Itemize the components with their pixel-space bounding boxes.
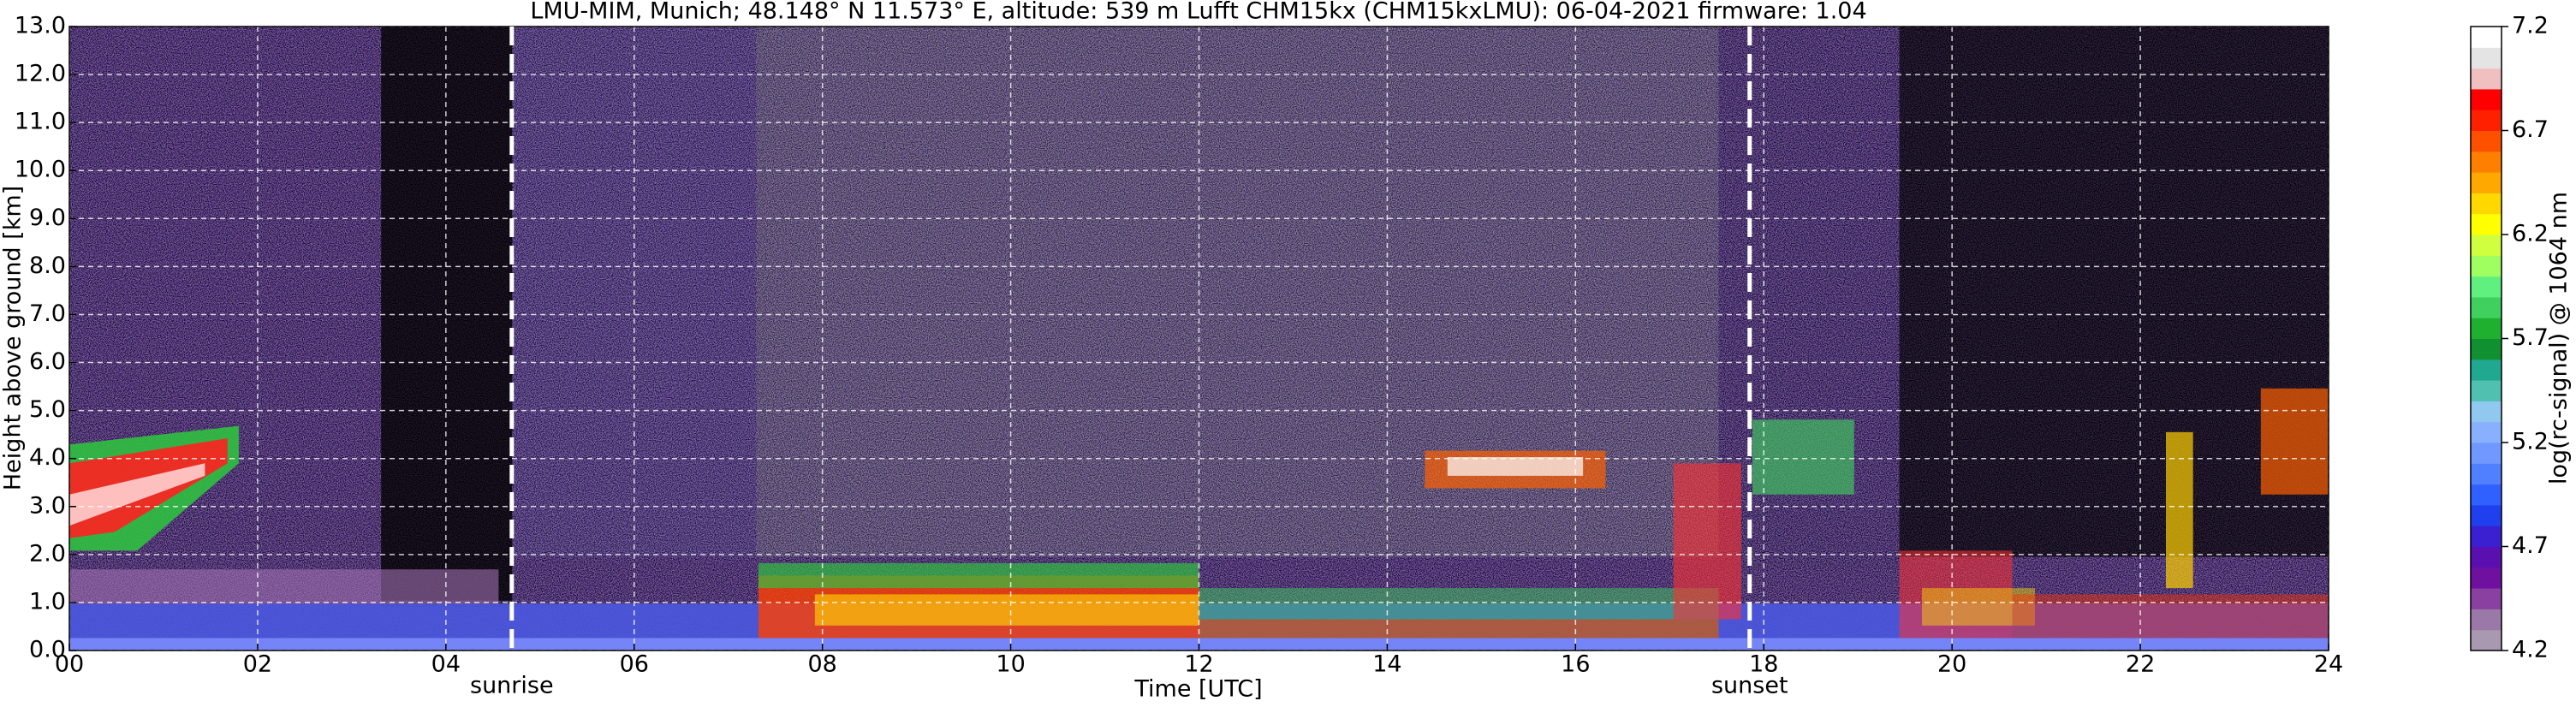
colorbar-tick-label: 5.2 (2512, 429, 2549, 455)
colorbar-segment (2471, 296, 2502, 318)
colorbar-segment (2471, 151, 2502, 173)
colorbar-tick-label: 5.7 (2512, 324, 2549, 351)
colorbar-segment (2471, 88, 2502, 110)
signal-region (1673, 463, 1741, 620)
colorbar-segment (2471, 318, 2502, 339)
y-tick-label: 3.0 (29, 492, 66, 519)
x-tick-label: 24 (2314, 651, 2343, 678)
y-axis-label: Height above ground [km] (0, 186, 27, 490)
y-tick-label: 5.0 (29, 396, 66, 423)
colorbar-segment (2471, 338, 2502, 360)
colorbar-segment (2471, 276, 2502, 298)
signal-region (1752, 419, 1854, 495)
colorbar-segment (2471, 235, 2502, 256)
y-tick-label: 0.0 (29, 637, 66, 663)
x-tick-label: 18 (1749, 651, 1778, 678)
y-tick-label: 12.0 (15, 61, 66, 87)
colorbar-segment (2471, 380, 2502, 401)
colorbar-segment (2471, 68, 2502, 90)
signal-region (1899, 550, 2013, 639)
colorbar-segment (2471, 567, 2502, 589)
colorbar-tick-label: 4.7 (2512, 532, 2549, 559)
colorbar-segment (2471, 110, 2502, 131)
x-tick-label: 08 (807, 651, 836, 678)
colorbar-segment (2471, 484, 2502, 506)
colorbar-segment (2471, 359, 2502, 381)
signal-region (69, 463, 205, 526)
y-tick-label: 9.0 (29, 205, 66, 231)
signal-region (1447, 457, 1584, 476)
signal-region (2012, 594, 2329, 639)
signal-region (69, 569, 499, 604)
y-tick-label: 13.0 (15, 13, 66, 39)
colorbar-segment (2471, 213, 2502, 235)
colorbar-tick-label: 7.2 (2512, 13, 2549, 39)
signal-region (2260, 388, 2329, 495)
x-tick-label: 14 (1372, 651, 1401, 678)
colorbar-segment (2471, 629, 2502, 651)
x-tick-label: 06 (620, 651, 649, 678)
x-tick-label: 02 (243, 651, 272, 678)
x-tick-label: 16 (1561, 651, 1590, 678)
colorbar-segment (2471, 504, 2502, 526)
x-tick-label: 04 (431, 651, 461, 678)
colorbar-segment (2471, 546, 2502, 568)
x-tick-label: 22 (2126, 651, 2155, 678)
y-tick-label: 11.0 (15, 109, 66, 135)
x-axis-label: Time [UTC] (1133, 676, 1262, 703)
x-tick-label: 10 (996, 651, 1025, 678)
colorbar-segment (2471, 255, 2502, 277)
colorbar-segment (2471, 526, 2502, 547)
colorbar-segment (2471, 443, 2502, 464)
colorbar-segment (2471, 421, 2502, 443)
y-tick-label: 4.0 (29, 444, 66, 471)
colorbar-segment (2471, 609, 2502, 631)
signal-region (1921, 588, 2035, 626)
x-tick-label: 20 (1937, 651, 1966, 678)
colorbar-segment (2471, 130, 2502, 152)
signal-region (758, 562, 1199, 589)
colorbar-segment (2471, 588, 2502, 609)
annotation-label: sunset (1711, 673, 1788, 699)
colorbar-segment (2471, 27, 2502, 48)
colorbar-segment (2471, 193, 2502, 215)
y-tick-label: 7.0 (29, 300, 66, 327)
y-tick-label: 1.0 (29, 588, 66, 615)
y-tick-label: 2.0 (29, 540, 66, 567)
x-tick-label: 12 (1184, 651, 1213, 678)
colorbar-segment (2471, 47, 2502, 69)
signal-region (814, 594, 1199, 626)
colorbar-segment (2471, 401, 2502, 423)
y-tick-label: 8.0 (29, 253, 66, 279)
colorbar-label: log(rc-signal) @ 1064 nm (2546, 192, 2573, 484)
colorbar-tick-label: 6.2 (2512, 221, 2549, 247)
x-tick-label: 00 (55, 651, 84, 678)
y-tick-label: 6.0 (29, 348, 66, 375)
y-tick-label: 10.0 (15, 157, 66, 183)
annotation-label: sunrise (470, 673, 554, 699)
colorbar-segment (2471, 172, 2502, 193)
signal-region (1899, 27, 2329, 557)
plot-frame (68, 26, 2329, 651)
colorbar-segment (2471, 463, 2502, 485)
colorbar-tick-label: 4.2 (2512, 637, 2549, 663)
signal-region (381, 27, 513, 601)
chart-title: LMU-MIM, Munich; 48.148° N 11.573° E, al… (530, 0, 1866, 25)
signal-region (2165, 431, 2193, 589)
signal-region (1199, 619, 1719, 639)
colorbar-tick-label: 6.7 (2512, 116, 2549, 143)
